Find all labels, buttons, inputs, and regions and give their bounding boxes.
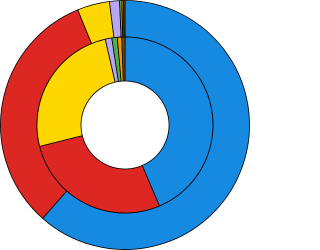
donut-slice [36,38,116,147]
chart [0,0,250,250]
page: {"chart_data": {"type": "donut", "catego… [0,0,250,250]
donut-slice [123,0,126,38]
donut-slice [39,135,160,214]
donut-slice [124,36,214,207]
donut-slice [121,36,126,82]
